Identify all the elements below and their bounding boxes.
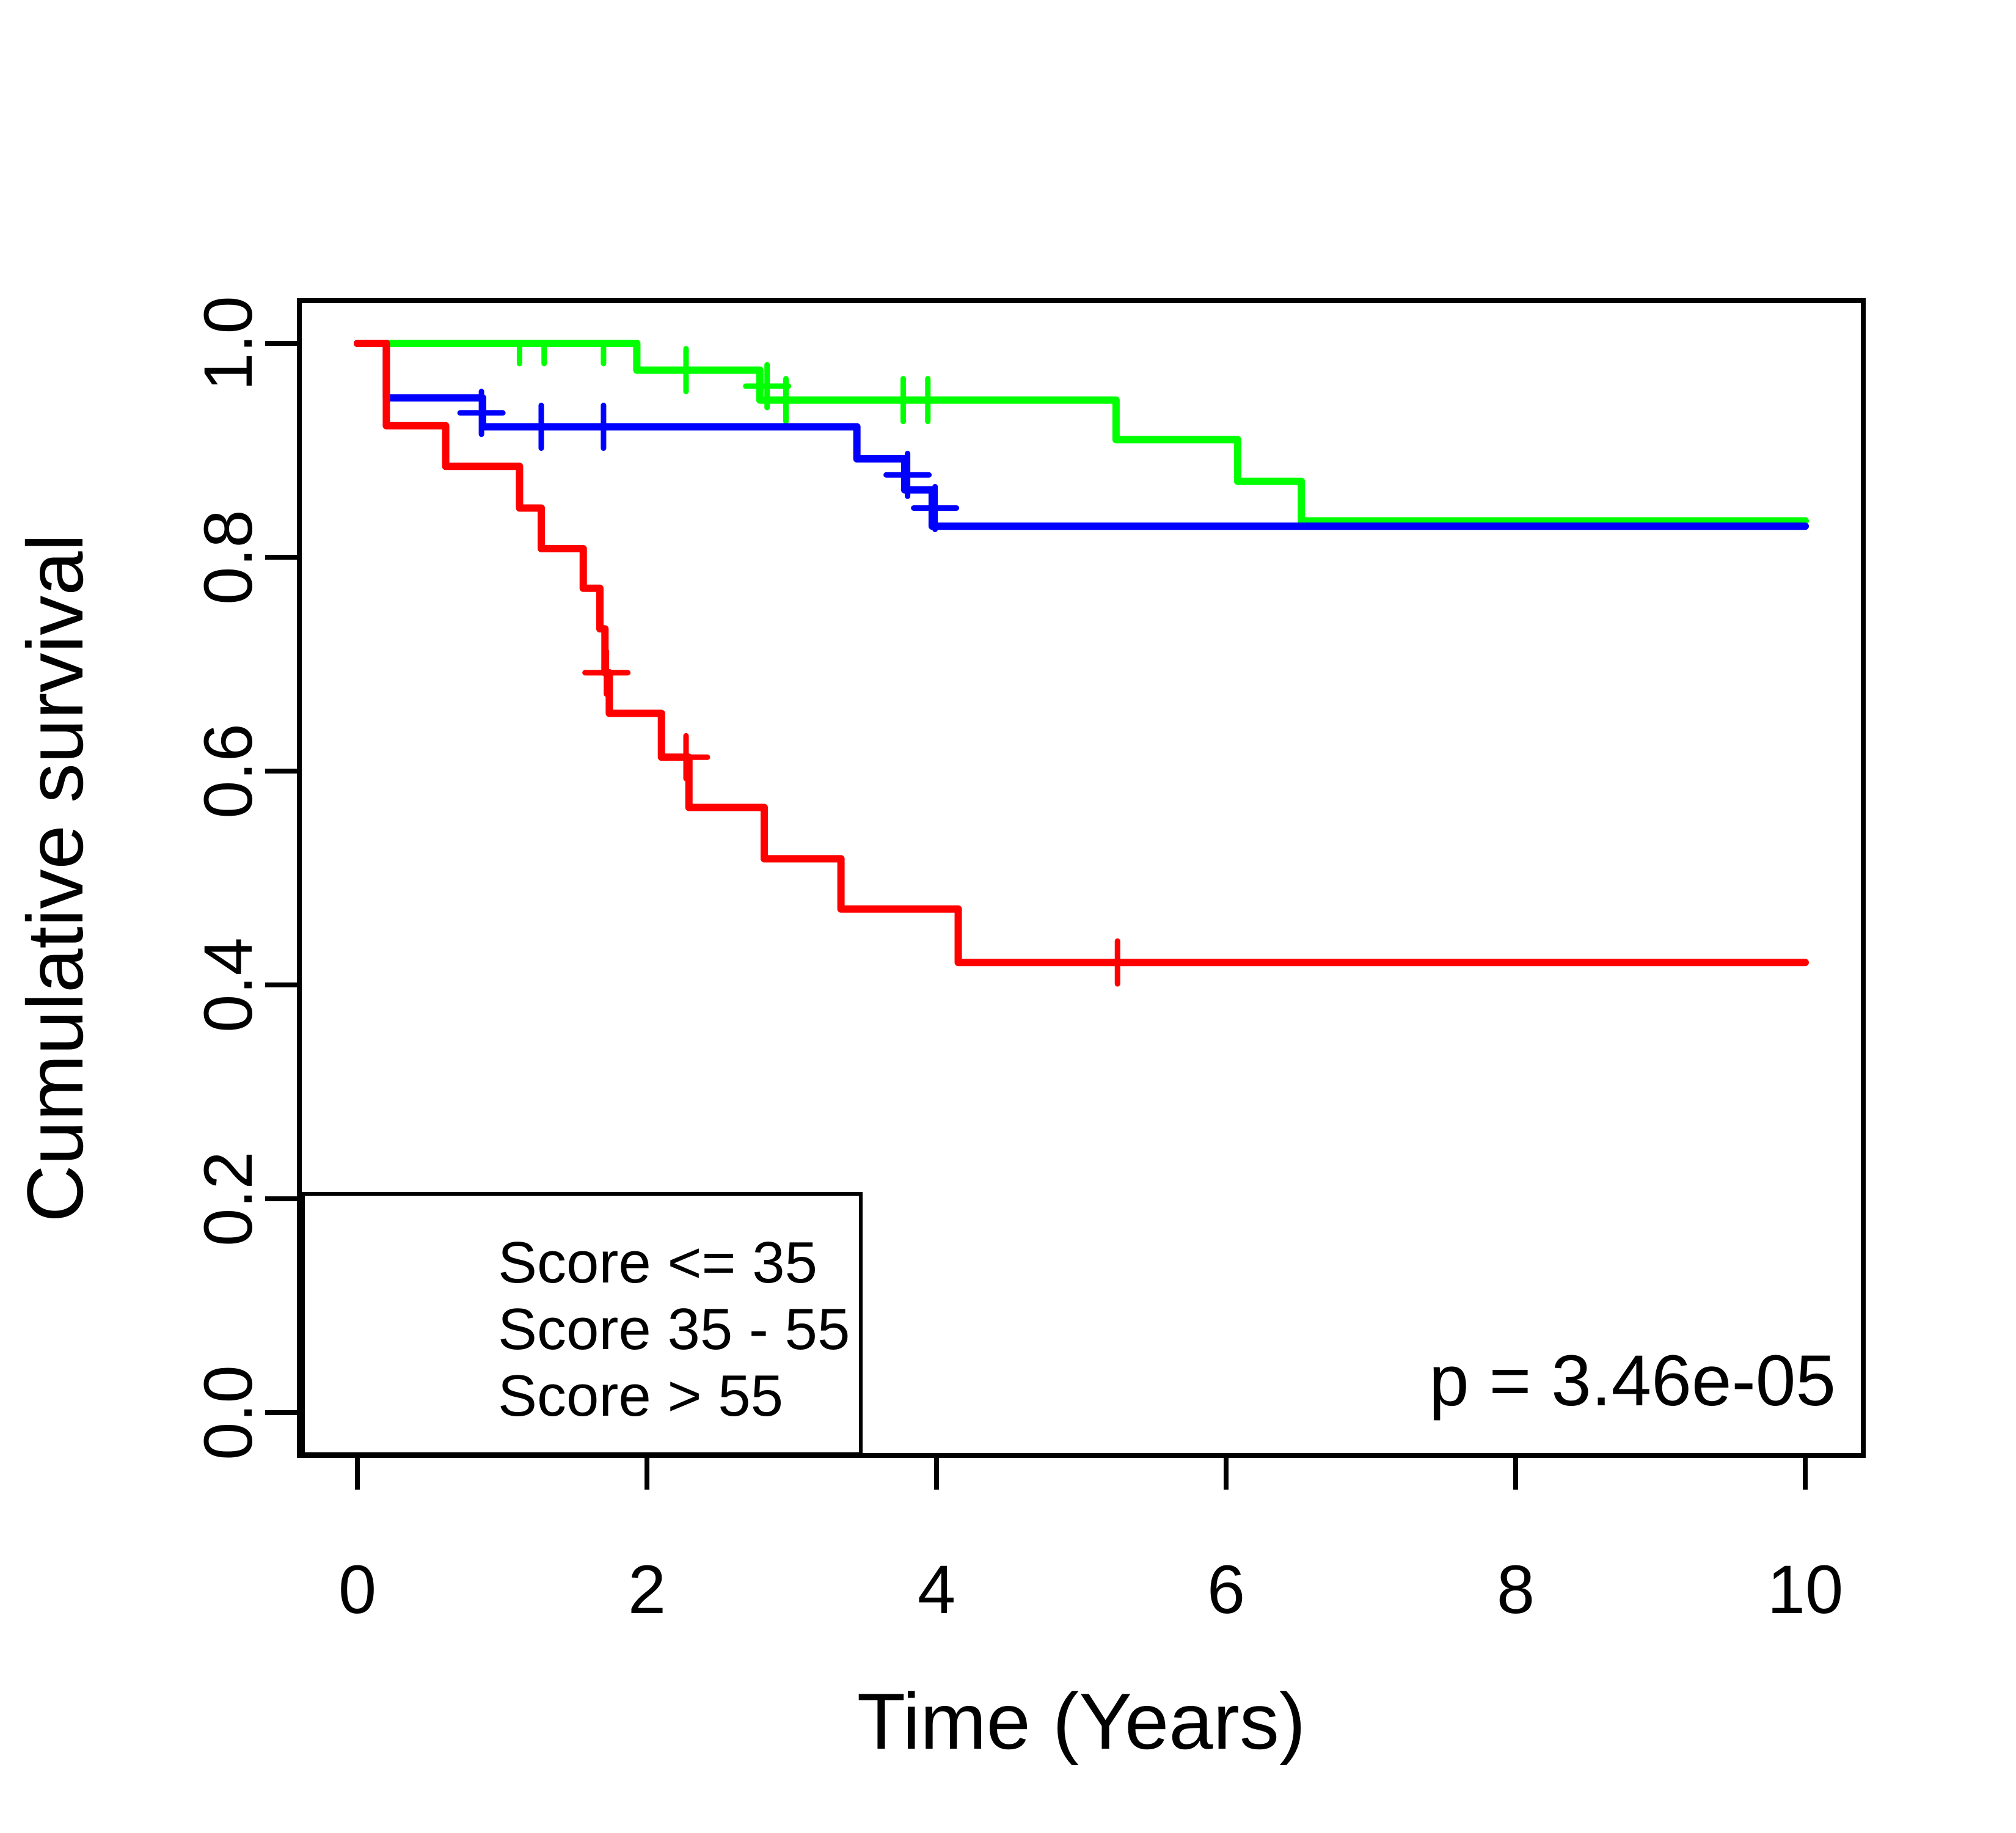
y-tick-label-0.0: 0.0	[190, 1365, 266, 1460]
censor-plus-mark	[762, 376, 811, 425]
y-axis-title: Cumulative survival	[10, 533, 100, 1222]
censor-plus-mark	[911, 484, 960, 532]
censor-plus-mark	[457, 389, 506, 437]
x-tick-label-10: 10	[1767, 1551, 1844, 1628]
x-tick-label-2: 2	[628, 1551, 666, 1628]
plot-border	[297, 298, 1866, 1458]
x-axis-title: Time (Years)	[857, 1677, 1306, 1766]
censor-plus-mark	[517, 403, 566, 451]
y-tick-label-0.2: 0.2	[190, 1151, 266, 1246]
censor-plus-mark	[579, 403, 628, 451]
y-tick-label-0.6: 0.6	[190, 723, 266, 819]
y-axis-tick-labels: 0.0 0.2 0.4 0.6 0.8 1.0	[190, 296, 266, 1460]
y-tick-label-0.8: 0.8	[190, 510, 266, 605]
legend-label-score-gt-55: Score > 55	[498, 1363, 783, 1429]
censor-plus-mark	[662, 733, 710, 781]
censor-plus-mark	[883, 450, 932, 499]
survival-curve-score-55	[354, 340, 1809, 967]
y-tick-label-1.0: 1.0	[190, 296, 266, 391]
x-tick-label-8: 8	[1497, 1551, 1535, 1628]
p-value-label: p = 3.46e-05	[1429, 1341, 1836, 1421]
legend: Score <= 35 Score 35 - 55 Score > 55	[301, 1192, 863, 1456]
x-tick-label-4: 4	[918, 1551, 955, 1628]
legend-label-score-le-35: Score <= 35	[498, 1230, 817, 1295]
censor-plus-mark	[904, 376, 952, 425]
survival-curve-score-35	[354, 340, 1809, 525]
legend-box	[301, 1192, 863, 1456]
censor-plus-mark	[1093, 938, 1142, 987]
legend-label-score-35-55: Score 35 - 55	[498, 1297, 850, 1362]
x-axis-tick-labels: 0 2 4 6 8 10	[338, 1551, 1843, 1628]
censor-plus-mark	[582, 648, 631, 697]
x-tick-label-0: 0	[338, 1551, 376, 1628]
censor-plus-mark	[662, 346, 710, 395]
y-tick-label-0.4: 0.4	[190, 937, 266, 1033]
x-tick-label-6: 6	[1207, 1551, 1245, 1628]
survival-curve-score-35-55	[354, 340, 1809, 530]
